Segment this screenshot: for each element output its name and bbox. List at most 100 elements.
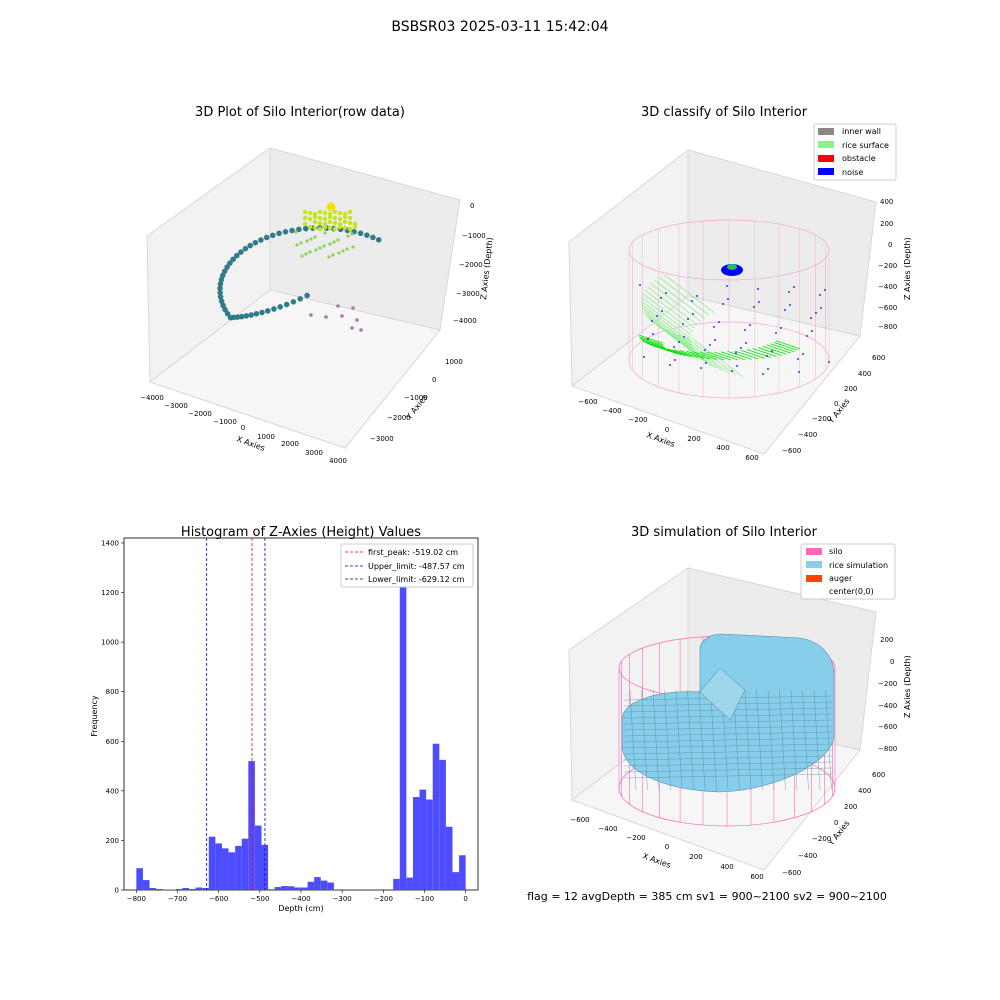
rice-mesh-line [623,737,833,743]
raw-point-cloud [217,202,382,332]
noise-point [793,286,795,288]
rice-surface-line [640,339,666,349]
rice-surface-line [644,289,696,329]
x-axis-label: Depth (cm) [278,904,323,913]
raw-scatter-point [322,244,326,248]
x-tick-labels: −600 −400 −200 0 200 400 600 [570,816,763,881]
rice-mesh-line [652,689,660,791]
rice-surface-line [640,300,692,340]
x-tick-label: 0 [463,895,467,903]
raw-surface-point [307,210,313,216]
histogram-bar [261,844,269,890]
raw-scatter-point [308,250,312,254]
noise-point [678,341,680,343]
raw-scatter-point [327,255,331,259]
y-ticks: 0 200 400 600 800 1000 1200 1400 [101,539,124,895]
raw-surface-point [347,215,353,221]
noise-point [661,310,663,312]
y-axis-label: Y Axies [826,819,852,848]
histogram-bar [281,886,288,890]
rice-surface-line [699,351,725,361]
histogram-bar [445,826,453,890]
noise-point [713,326,715,328]
raw-obstacle-point [351,306,355,310]
panel-title: 3D classify of Silo Interior [641,105,808,120]
y-tick-labels: 1000 0 −1000 −2000 −3000 [370,358,463,443]
z-tick: −3000 [456,290,480,298]
rice-surface-line [706,351,732,361]
raw-scatter-point [328,242,332,246]
noise-point [727,298,729,300]
rice-surface-line [645,314,697,354]
rice-surface-cluster [727,264,737,270]
rice-mesh-line [767,689,775,791]
raw-obstacle-point [350,326,354,330]
y-tick: −600 [782,869,801,877]
legend-swatch-auger [806,575,822,582]
rice-mesh-line [710,689,717,791]
noise-point [789,304,791,306]
rice-mesh-line [623,761,833,767]
x-tick: −2000 [188,410,212,418]
rice-mesh-line [623,719,833,725]
y-axis-label: Y Axies [826,397,852,426]
noise-point [815,312,817,314]
legend-label: rice simulation [829,561,888,570]
noise-point [798,371,800,373]
raw-surface-point [332,226,338,232]
rice-mesh-line [641,689,648,791]
y-tick: −200 [812,415,831,423]
z-tick: −2000 [459,261,483,269]
status-line: flag = 12 avgDepth = 385 cm sv1 = 900~21… [527,890,887,903]
noise-point [669,364,671,366]
x-tick: 200 [689,853,702,861]
z-tick: −600 [878,304,897,312]
x-tick: −3000 [164,402,188,410]
raw-surface-point [332,209,338,215]
x-tick: 4000 [329,457,347,465]
raw-wall-point [224,310,231,317]
rice-surface-line [643,311,694,350]
x-tick-labels: −4000 −3000 −2000 −1000 0 1000 2000 3000… [140,394,347,465]
raw-scatter-point [314,248,318,252]
legend-label: Upper_limit: -487.57 cm [368,562,465,571]
noise-point [639,284,641,286]
z-tick: 200 [880,636,893,644]
y-tick: 0 [834,400,838,408]
x-tick-label: −200 [374,895,393,903]
histogram-bar [327,882,334,890]
raw-wall-point [227,260,233,266]
noise-point [797,358,799,360]
raw-surface-point [302,209,308,215]
rice-mesh-line [623,731,833,737]
histogram-bar [419,789,427,890]
rice-surface-line [727,351,752,360]
raw-scatter-point [318,246,322,250]
y-tick-labels: 600 400 200 0 −200 −400 −600 [782,354,885,455]
noise-point [704,349,706,351]
y-tick-label: 0 [115,887,119,895]
rice-mesh-line [687,689,694,791]
raw-scatter-point [304,252,308,256]
y-tick: 400 [858,787,871,795]
x-tick: −400 [602,407,621,415]
legend-swatch-inner-wall [818,128,834,135]
histogram-bar [393,878,400,890]
legend-swatch-rice-simulation [806,561,822,568]
raw-surface-point [332,215,338,221]
noise-point [819,294,821,296]
noise-point [691,300,693,302]
noise-point [643,356,645,358]
histogram-bars [136,554,466,890]
raw-wall-point [243,313,250,319]
raw-wall-point [296,226,302,233]
noise-point [692,313,694,315]
histogram-bar [294,887,301,890]
rice-surface-line [762,345,787,355]
rice-surface-line [672,332,723,371]
raw-surface-point [347,226,353,232]
silo-simulation-surface [618,633,836,827]
noise-point [744,329,746,331]
raw-surface-point [322,216,328,222]
